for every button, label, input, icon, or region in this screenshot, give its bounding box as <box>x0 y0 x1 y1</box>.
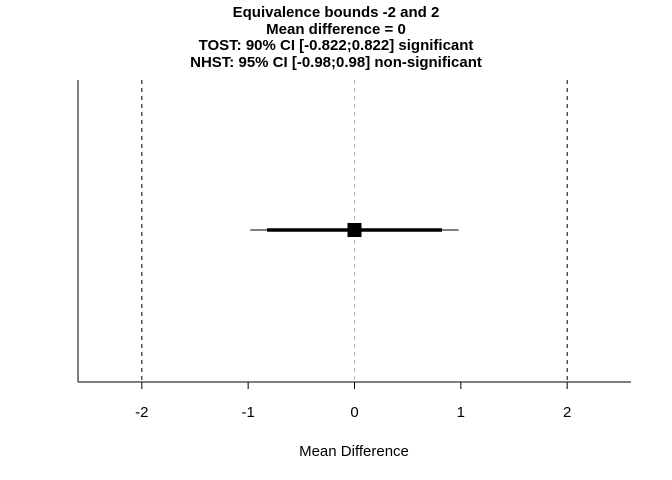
x-tick-label: -1 <box>241 404 254 421</box>
x-tick-label: -2 <box>135 404 148 421</box>
title-line-bounds: Equivalence bounds -2 and 2 <box>232 4 440 21</box>
x-axis-label: Mean Difference <box>299 443 409 460</box>
title-line-tost: TOST: 90% CI [-0.822;0.822] significant <box>198 37 474 54</box>
chart-title: Equivalence bounds -2 and 2 Mean differe… <box>0 4 672 71</box>
x-tick-label: 1 <box>457 404 465 421</box>
title-line-mean-difference: Mean difference = 0 <box>266 20 406 38</box>
x-tick-label: 2 <box>563 404 571 421</box>
title-line-nhst: NHST: 95% CI [-0.98;0.98] non-significan… <box>190 53 482 71</box>
point-estimate <box>347 223 362 237</box>
x-tick-label: 0 <box>350 404 358 421</box>
